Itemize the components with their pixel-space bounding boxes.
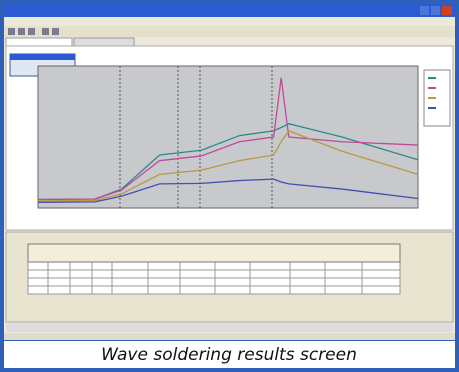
tool[interactable]: [8, 28, 15, 35]
series-line: [37, 77, 419, 201]
series-line: [37, 178, 419, 203]
tab[interactable]: [5, 37, 73, 47]
plot-area: [37, 65, 419, 209]
caption-band: [4, 341, 455, 368]
tool[interactable]: [28, 28, 35, 35]
toolbar: [4, 26, 455, 37]
zoom-box-title: [10, 54, 75, 60]
series-line: [37, 130, 419, 202]
maximize-button[interactable]: [431, 6, 440, 15]
tool[interactable]: [52, 28, 59, 35]
minimize-button[interactable]: [420, 6, 429, 15]
caption: Wave soldering results screen: [101, 345, 357, 365]
results-table: [27, 243, 401, 295]
close-button[interactable]: [442, 6, 452, 15]
legend: [423, 69, 451, 127]
status-bar: [4, 333, 455, 340]
toolbar-icons: [8, 28, 59, 35]
sheet-tabs: [6, 323, 453, 332]
tool[interactable]: [18, 28, 25, 35]
tab[interactable]: [73, 37, 135, 47]
table-header: [27, 243, 401, 263]
tool[interactable]: [42, 28, 49, 35]
title-bar: [4, 4, 455, 17]
menu-bar: [4, 17, 455, 26]
